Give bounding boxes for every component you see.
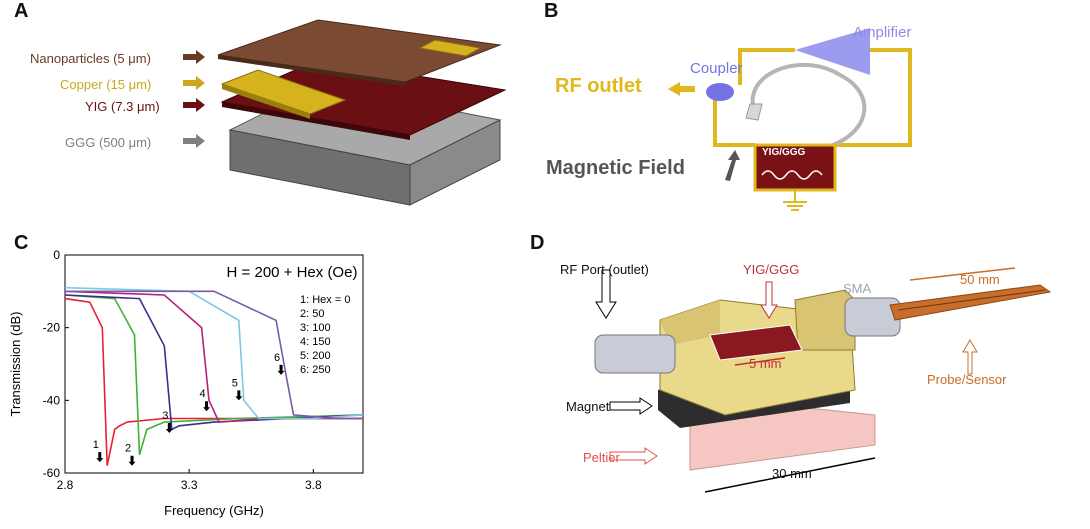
magnet-label: Magnet: [566, 399, 610, 414]
chart-annotation: H = 200 + Hex (Oe): [227, 264, 358, 281]
dim-5mm: [734, 357, 786, 366]
length-5mm-label: 5 mm: [749, 356, 782, 371]
panel-a-layer-stack: [0, 0, 520, 230]
x-tick-label-0: 2.8: [57, 478, 74, 492]
rf-port-label: RF Port (outlet): [560, 262, 649, 277]
magnetic-field-label: Magnetic Field: [546, 157, 685, 179]
layer-label-yig: YIG (7.3 μm): [85, 99, 160, 114]
copper-strip-upper: [418, 39, 482, 57]
arrow-marker-1: [96, 452, 104, 463]
length-30mm-label: 30 mm: [772, 466, 812, 481]
length-50mm-label: 50 mm: [960, 272, 1000, 287]
sma-connector: [844, 297, 901, 337]
panel-d-device: [540, 240, 1090, 524]
probe-strip: [889, 284, 1052, 321]
y-tick-label-0: 0: [53, 248, 60, 262]
rf-port-arrow-icon: [595, 269, 617, 319]
rf-outlet-arrow-icon: [668, 82, 695, 96]
arrow-marker-5: [235, 390, 243, 401]
tick-group: 2.8 3.3 3.8 0 -20 -40 -60: [43, 248, 322, 492]
arrow-label-2: 2: [125, 443, 131, 455]
arrow-group: 1 2 3 4 5 6: [93, 352, 285, 466]
grey-cable: [750, 63, 842, 113]
yig-ggg-box: [753, 143, 837, 192]
layer-label-copper: Copper (15 μm): [60, 77, 152, 92]
legend-entry-4: 4: 150: [300, 336, 331, 348]
transmission-chart-svg: 1 2 3 4 5 6 2.8 3.3 3.8 0 -20 -40 -60 H = 200 + Hex…: [8, 248, 364, 518]
panel-b-label: B: [544, 0, 559, 22]
y-tick-label-1: -20: [43, 321, 61, 335]
layer-label-nanoparticles: Nanoparticles (5 μm): [30, 51, 151, 66]
yig-chip: [709, 324, 803, 361]
coupler-label: Coupler: [690, 60, 743, 77]
y-tick-label-3: -60: [43, 466, 61, 480]
nanoparticle-edge: [218, 55, 405, 86]
layer-stack-illustration: [183, 19, 507, 206]
legend-entry-3: 3: 100: [300, 322, 331, 334]
legend-entry-5: 5: 200: [300, 350, 331, 362]
arrow-yig-icon: [183, 98, 205, 112]
panel-c-transmission-chart: 1 2 3 4 5 6 2.8 3.3 3.8 0 -20 -40 -60 H = 200 + Hex…: [0, 240, 380, 524]
series-line-6: [65, 290, 363, 420]
probe-arrow-icon: [962, 339, 978, 375]
cable-connector: [745, 103, 763, 121]
panel-a-label: A: [14, 0, 29, 22]
amplifier-icon: [795, 28, 870, 75]
amplifier-label: Amplifier: [853, 24, 912, 41]
dim-50mm: [909, 267, 1016, 281]
x-tick-label-1: 3.3: [181, 478, 198, 492]
arrow-label-1: 1: [93, 439, 99, 451]
ggg-side-face: [409, 119, 501, 206]
series-group: [64, 286, 364, 466]
x-axis-label: Frequency (GHz): [164, 503, 264, 518]
probe-sensor-label: Probe/Sensor: [927, 372, 1007, 387]
legend-group: 1: Hex = 0 2: 50 3: 100 4: 150 5: 200 6: 250: [300, 294, 350, 376]
y-axis-label: Transmission (dB): [8, 312, 23, 417]
peltier-arrow-icon: [609, 447, 658, 465]
yig-layer: [220, 59, 507, 136]
device-illustration: [594, 267, 1052, 493]
circuit-illustration: [668, 28, 912, 211]
legend-entry-1: 1: Hex = 0: [300, 294, 350, 306]
rf-wire: [713, 48, 912, 147]
legend-entry-2: 2: 50: [300, 308, 324, 320]
yig-ggg-arrow-icon: [760, 281, 778, 319]
arrow-marker-2: [128, 455, 136, 466]
yig-edge: [222, 102, 410, 140]
series-line-2: [64, 294, 364, 456]
arrow-nanoparticles-icon: [183, 50, 205, 64]
yig-ggg-label: YIG/GGG: [743, 262, 800, 277]
arrow-marker-4: [203, 401, 211, 412]
dim-30mm: [704, 457, 876, 493]
coupler-icon: [706, 83, 734, 101]
sma-label: SMA: [843, 281, 872, 296]
left-connector: [594, 334, 676, 374]
copper-strip-lower-edge: [222, 84, 310, 119]
arrow-ggg-icon: [183, 134, 205, 148]
arrow-marker-6: [277, 364, 285, 375]
arrow-label-6: 6: [274, 352, 280, 364]
peltier-label: Peltier: [583, 450, 620, 465]
y-tick-label-2: -40: [43, 393, 61, 407]
arrow-label-3: 3: [162, 410, 168, 422]
panel-c-label: C: [14, 232, 29, 254]
arrow-label-4: 4: [199, 388, 205, 400]
x-tick-label-2: 3.8: [305, 478, 322, 492]
panel-d-label: D: [530, 232, 545, 254]
magnetic-field-arrow-icon: [725, 150, 740, 181]
series-line-1: [64, 297, 363, 466]
panel-b-circuit: [540, 0, 1090, 230]
arrow-copper-icon: [183, 76, 205, 90]
magnet-arrow-icon: [609, 397, 653, 415]
arrow-label-5: 5: [232, 377, 238, 389]
legend-entry-6: 6: 250: [300, 364, 331, 376]
arrow-marker-3: [165, 423, 173, 434]
yig-ggg-box-label: YIG/GGG: [762, 147, 806, 158]
rf-outlet-label: RF outlet: [555, 75, 642, 97]
layer-label-ggg: GGG (500 μm): [65, 135, 152, 150]
